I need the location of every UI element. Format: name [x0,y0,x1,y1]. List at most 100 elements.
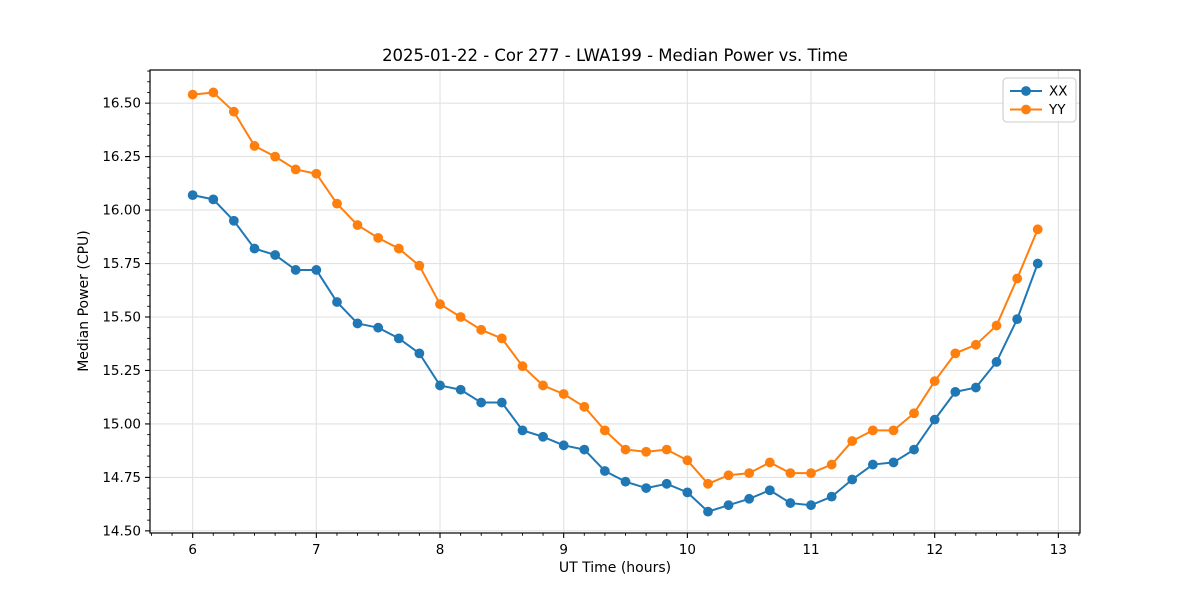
data-point-xx [393,333,404,344]
legend-frame [1002,77,1077,123]
data-point-yy [599,425,610,436]
y-tick-label: 16.50 [102,96,141,112]
data-point-yy [228,106,239,117]
data-point-xx [373,322,384,333]
y-axis-label: Median Power (CPU) [76,230,92,372]
data-point-yy [847,436,858,446]
data-point-xx [290,265,301,275]
legend: XX YY [1002,77,1077,123]
data-point-yy [558,389,569,399]
data-point-xx [579,444,590,455]
x-tick-label: 11 [802,542,819,558]
y-tick-label: 15.50 [102,310,141,326]
data-point-yy [393,243,404,254]
data-point-xx [909,444,919,455]
x-axis-label: UT Time (hours) [559,560,671,576]
x-tick-label: 12 [926,542,943,558]
data-point-yy [723,470,734,481]
chart-title: 2025-01-22 - Cor 277 - LWA199 - Median P… [382,46,848,65]
data-point-yy [476,324,487,335]
x-tick-label: 9 [559,542,568,558]
tick-labels: 6 7 8 9 10 11 12 13 14.50 14.75 15.00 15.25 15.50 15.… [102,96,1067,558]
data-point-yy [620,444,631,455]
data-point-yy [744,468,755,479]
x-tick-label: 8 [436,542,445,558]
data-point-xx [208,194,219,205]
data-point-yy [455,312,466,322]
data-point-yy [579,401,590,412]
data-point-yy [682,455,693,466]
data-point-yy [496,333,507,344]
data-point-xx [414,348,425,359]
data-point-xx [435,380,445,391]
data-point-xx [558,440,569,451]
y-tick-label: 15.75 [102,256,141,272]
data-point-yy [806,468,816,479]
data-point-yy [332,198,342,209]
series-xx [187,190,1043,517]
data-point-yy [764,457,775,468]
data-point-xx [723,500,734,511]
data-point-yy [867,425,878,436]
data-point-xx [496,397,507,408]
data-point-xx [620,476,631,487]
data-point-xx [332,297,342,307]
data-point-yy [352,220,363,230]
y-tick-label: 14.75 [102,470,141,486]
data-point-yy [909,408,919,419]
data-point-xx [352,318,363,329]
data-point-xx [249,243,260,254]
data-point-xx [517,425,528,436]
data-point-yy [311,168,322,179]
data-point-xx [806,500,816,511]
x-tick-label: 6 [188,542,197,558]
data-point-xx [991,357,1002,367]
data-point-yy [517,361,528,372]
data-point-yy [208,87,219,98]
data-point-xx [476,397,487,408]
data-point-yy [435,299,445,310]
data-point-yy [414,260,425,271]
series-line-xx [191,194,1039,513]
data-point-yy [661,444,672,455]
data-point-yy [703,478,713,489]
data-point-xx [764,485,775,496]
axes-spines [149,69,1081,534]
y-tick-label: 15.00 [102,416,141,432]
major-ticks [145,102,1059,538]
data-point-xx [682,487,693,498]
y-tick-label: 14.50 [102,523,141,539]
data-point-xx [785,498,796,508]
x-tick-label: 13 [1050,542,1067,558]
data-point-yy [785,468,796,479]
data-point-xx [929,414,940,425]
data-point-yy [187,89,198,100]
data-point-yy [950,348,961,359]
legend-label: YY [1048,102,1066,118]
data-point-xx [744,493,755,504]
x-tick-label: 7 [312,542,321,558]
plot-border [149,69,1081,534]
data-point-yy [538,380,548,391]
data-point-yy [270,151,281,162]
series-yy [187,87,1043,489]
y-tick-label: 16.25 [102,149,141,165]
data-point-xx [455,384,466,395]
data-point-xx [867,459,878,470]
data-point-xx [1032,258,1043,269]
data-point-xx [888,457,899,468]
data-point-xx [970,382,981,393]
data-point-yy [991,320,1002,331]
data-point-xx [950,386,961,397]
y-tick-label: 16.00 [102,203,141,219]
x-tick-label: 10 [679,542,696,558]
legend-label: XX [1049,84,1068,100]
gridlines [150,70,1080,533]
data-point-xx [1012,314,1023,325]
data-point-xx [228,215,239,226]
data-point-xx [187,190,198,201]
data-point-xx [826,491,837,502]
minor-ticks [147,70,1080,536]
data-point-xx [599,466,610,476]
